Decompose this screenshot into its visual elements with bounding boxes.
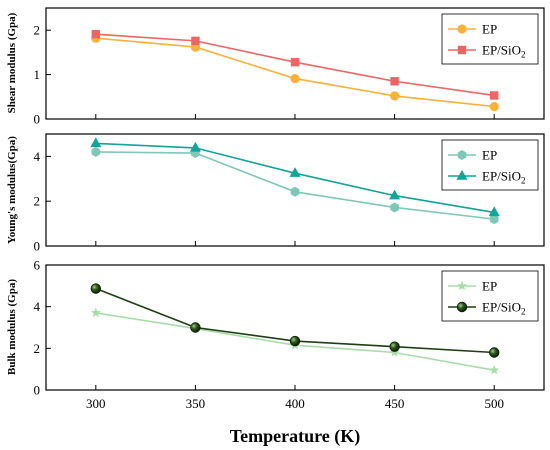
y-ticks: 0 2 4 6	[34, 258, 495, 398]
data-point	[488, 206, 500, 217]
legend-marker	[456, 170, 468, 180]
data-point	[290, 186, 300, 197]
data-point	[189, 141, 201, 152]
data-point	[489, 347, 500, 358]
data-point	[289, 167, 301, 177]
data-point	[390, 77, 399, 86]
y-axis-label: Bulk modulus (Gpa)	[6, 279, 18, 375]
y-tick-label: 0	[34, 383, 41, 398]
y-tick-label: 0	[34, 112, 41, 127]
data-point	[290, 57, 300, 67]
data-point	[389, 189, 401, 200]
y-tick-label: 2	[34, 23, 41, 38]
legend-marker	[457, 45, 467, 55]
series-line-0	[95, 151, 495, 220]
y-tick-label: 6	[34, 258, 41, 273]
series-line-0	[95, 37, 495, 108]
data-point	[290, 73, 300, 84]
data-point	[190, 322, 201, 333]
panel-youngs-modulus: Young's modulus(Gpa) 0 2 4 EP EP/SiO2	[6, 133, 545, 254]
y-tick-label: 2	[34, 194, 41, 209]
legend-label: EP/SiO2	[482, 300, 526, 317]
x-tick-label: 350	[186, 396, 206, 411]
legend-label: EP/SiO2	[482, 169, 526, 186]
data-point	[91, 29, 100, 39]
legend-label: EP/SiO2	[482, 43, 526, 60]
x-axis: 300 350 400 450 500	[86, 396, 504, 411]
legend-marker	[457, 150, 467, 160]
y-ticks: 0 2 4	[34, 149, 495, 254]
legend-box	[441, 139, 539, 191]
data-point	[490, 91, 499, 100]
data-point	[191, 36, 200, 46]
y-axis-label: Shear modulus (Gpa)	[6, 12, 18, 113]
legend-label: EP	[482, 22, 497, 37]
y-tick-label: 4	[34, 299, 41, 314]
x-tick-label: 450	[385, 396, 405, 411]
y-tick-label: 4	[34, 149, 41, 164]
series-layer	[91, 29, 499, 112]
x-tick-label: 300	[86, 396, 106, 411]
y-ticks: 0 1 2	[34, 23, 495, 127]
data-point	[389, 341, 400, 352]
legend: EP EP/SiO2	[441, 270, 539, 322]
y-tick-label: 2	[34, 341, 41, 356]
legend-marker	[457, 24, 467, 34]
x-axis-label: Temperature (K)	[230, 426, 360, 447]
legend-label: EP	[482, 279, 497, 294]
legend-box	[441, 270, 539, 322]
data-point	[90, 307, 101, 318]
legend: EP EP/SiO2	[441, 13, 539, 65]
y-tick-label: 0	[34, 239, 41, 254]
data-point	[289, 335, 301, 347]
series-layer	[90, 283, 500, 375]
y-tick-label: 1	[34, 67, 41, 82]
data-point	[390, 202, 399, 213]
series-line-1	[95, 142, 495, 214]
legend-box	[441, 13, 539, 65]
data-point	[390, 91, 400, 101]
legend-marker	[456, 301, 468, 313]
y-axis-label: Young's modulus(Gpa)	[6, 136, 18, 244]
legend-label: EP	[482, 148, 497, 163]
data-point	[489, 101, 499, 112]
data-point	[90, 137, 102, 148]
panel-shear-modulus: Shear modulus (Gpa) 0 1 2 EP EP/SiO2	[6, 7, 545, 127]
data-point	[389, 347, 400, 357]
legend-marker	[457, 280, 467, 291]
x-tick-label: 400	[285, 396, 305, 411]
x-tick-label: 500	[484, 396, 504, 411]
data-point	[489, 365, 500, 375]
data-point	[90, 283, 102, 294]
legend: EP EP/SiO2	[441, 139, 539, 191]
data-point	[91, 146, 101, 157]
panel-bulk-modulus: Bulk modulus (Gpa) 0 2 4 6 EP EP/SiO2	[6, 258, 545, 398]
series-layer	[90, 137, 500, 225]
data-point	[489, 214, 499, 225]
